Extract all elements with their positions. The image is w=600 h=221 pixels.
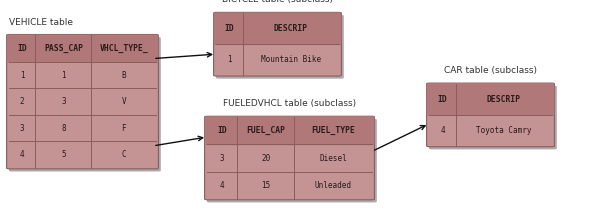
Text: 15: 15 bbox=[261, 181, 270, 190]
Text: 3: 3 bbox=[20, 124, 25, 133]
Text: FUELEDVHCL table (subclass): FUELEDVHCL table (subclass) bbox=[223, 99, 356, 108]
FancyBboxPatch shape bbox=[427, 83, 554, 116]
Text: 1: 1 bbox=[61, 71, 66, 80]
Text: ID: ID bbox=[217, 126, 227, 135]
Text: PASS_CAP: PASS_CAP bbox=[44, 44, 83, 53]
Text: B: B bbox=[121, 71, 126, 80]
Text: FUEL_TYPE: FUEL_TYPE bbox=[311, 126, 355, 135]
Text: DESCRIP: DESCRIP bbox=[487, 95, 521, 104]
Text: ID: ID bbox=[437, 95, 448, 104]
Text: C: C bbox=[121, 150, 126, 159]
Text: F: F bbox=[121, 124, 126, 133]
Text: VHCL_TYPE_: VHCL_TYPE_ bbox=[99, 44, 148, 53]
Text: 3: 3 bbox=[61, 97, 66, 106]
FancyBboxPatch shape bbox=[7, 34, 158, 63]
FancyBboxPatch shape bbox=[214, 12, 341, 45]
Text: DESCRIP: DESCRIP bbox=[274, 24, 308, 33]
Text: 3: 3 bbox=[220, 154, 224, 162]
Text: VEHICLE table: VEHICLE table bbox=[9, 17, 73, 27]
Text: Unleaded: Unleaded bbox=[315, 181, 352, 190]
Text: Toyota Camry: Toyota Camry bbox=[476, 126, 532, 135]
FancyBboxPatch shape bbox=[7, 34, 158, 169]
Text: 1: 1 bbox=[20, 71, 25, 80]
Text: 4: 4 bbox=[440, 126, 445, 135]
Text: 5: 5 bbox=[61, 150, 66, 159]
FancyBboxPatch shape bbox=[205, 116, 374, 200]
FancyBboxPatch shape bbox=[9, 37, 161, 171]
Text: 4: 4 bbox=[20, 150, 25, 159]
Text: CAR table (subclass): CAR table (subclass) bbox=[444, 66, 537, 75]
Text: 8: 8 bbox=[61, 124, 66, 133]
Text: Diesel: Diesel bbox=[319, 154, 347, 162]
FancyBboxPatch shape bbox=[216, 15, 344, 79]
FancyBboxPatch shape bbox=[214, 12, 341, 76]
Text: 1: 1 bbox=[227, 55, 232, 64]
FancyBboxPatch shape bbox=[427, 83, 554, 147]
Text: BICYCLE table (subclass): BICYCLE table (subclass) bbox=[222, 0, 333, 4]
Text: ID: ID bbox=[17, 44, 27, 53]
FancyBboxPatch shape bbox=[429, 86, 557, 149]
Text: 4: 4 bbox=[220, 181, 224, 190]
Text: V: V bbox=[121, 97, 126, 106]
Text: FUEL_CAP: FUEL_CAP bbox=[246, 126, 285, 135]
Text: Mountain Bike: Mountain Bike bbox=[261, 55, 321, 64]
Text: 2: 2 bbox=[20, 97, 25, 106]
Text: 20: 20 bbox=[261, 154, 270, 162]
FancyBboxPatch shape bbox=[205, 116, 374, 145]
Text: ID: ID bbox=[224, 24, 235, 33]
FancyBboxPatch shape bbox=[207, 119, 377, 202]
